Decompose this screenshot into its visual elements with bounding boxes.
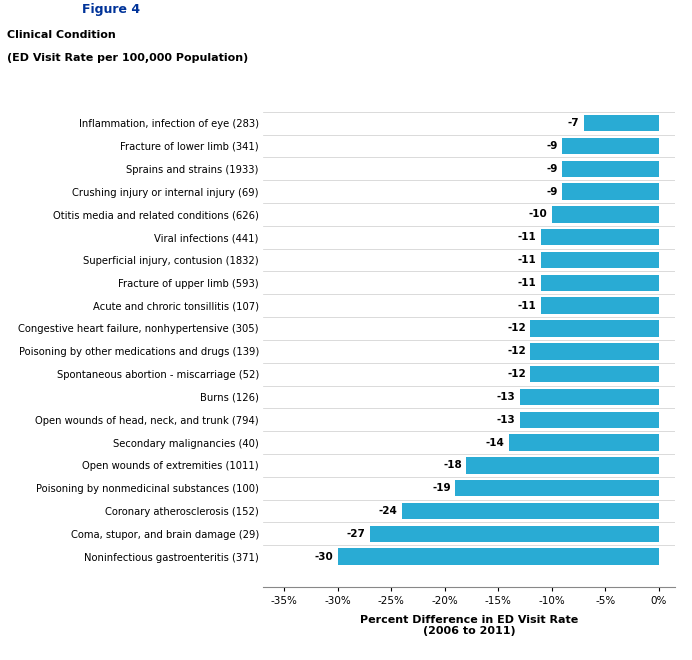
Text: -24: -24 [379,506,398,516]
Text: -11: -11 [518,255,537,265]
Text: -11: -11 [518,301,537,311]
Bar [530,320,659,337]
Text: -27: -27 [347,529,365,539]
Bar [370,525,659,542]
Text: -9: -9 [547,187,558,197]
Text: -7: -7 [568,118,579,128]
Bar [541,275,659,291]
Bar [552,206,659,222]
X-axis label: Percent Difference in ED Visit Rate
(2006 to 2011): Percent Difference in ED Visit Rate (200… [360,614,578,636]
Bar [541,252,659,268]
Text: -12: -12 [507,369,526,379]
Bar [530,343,659,360]
Text: Clinical Condition: Clinical Condition [7,30,116,40]
Text: -10: -10 [529,209,547,219]
Text: (ED Visit Rate per 100,000 Population): (ED Visit Rate per 100,000 Population) [7,53,248,63]
Bar [509,434,659,451]
Text: -19: -19 [432,483,451,493]
Text: -9: -9 [547,141,558,151]
Text: -9: -9 [547,164,558,174]
Bar [402,503,659,519]
Text: -11: -11 [518,232,537,242]
Bar [466,457,659,474]
Bar [563,138,659,154]
Bar [520,389,659,405]
Text: -13: -13 [497,414,516,425]
Text: Figure 4: Figure 4 [82,3,140,16]
Text: -14: -14 [486,438,504,447]
Text: -18: -18 [443,461,462,471]
Bar [338,548,659,565]
Bar [563,183,659,200]
Text: -13: -13 [497,392,516,402]
Text: -12: -12 [507,346,526,356]
Text: -30: -30 [315,552,334,562]
Text: -11: -11 [518,278,537,288]
Bar [520,412,659,428]
Bar [563,160,659,177]
Bar [584,115,659,131]
Bar [541,229,659,246]
Bar [455,480,659,496]
Text: -12: -12 [507,323,526,333]
Bar [541,298,659,314]
Bar [530,366,659,382]
